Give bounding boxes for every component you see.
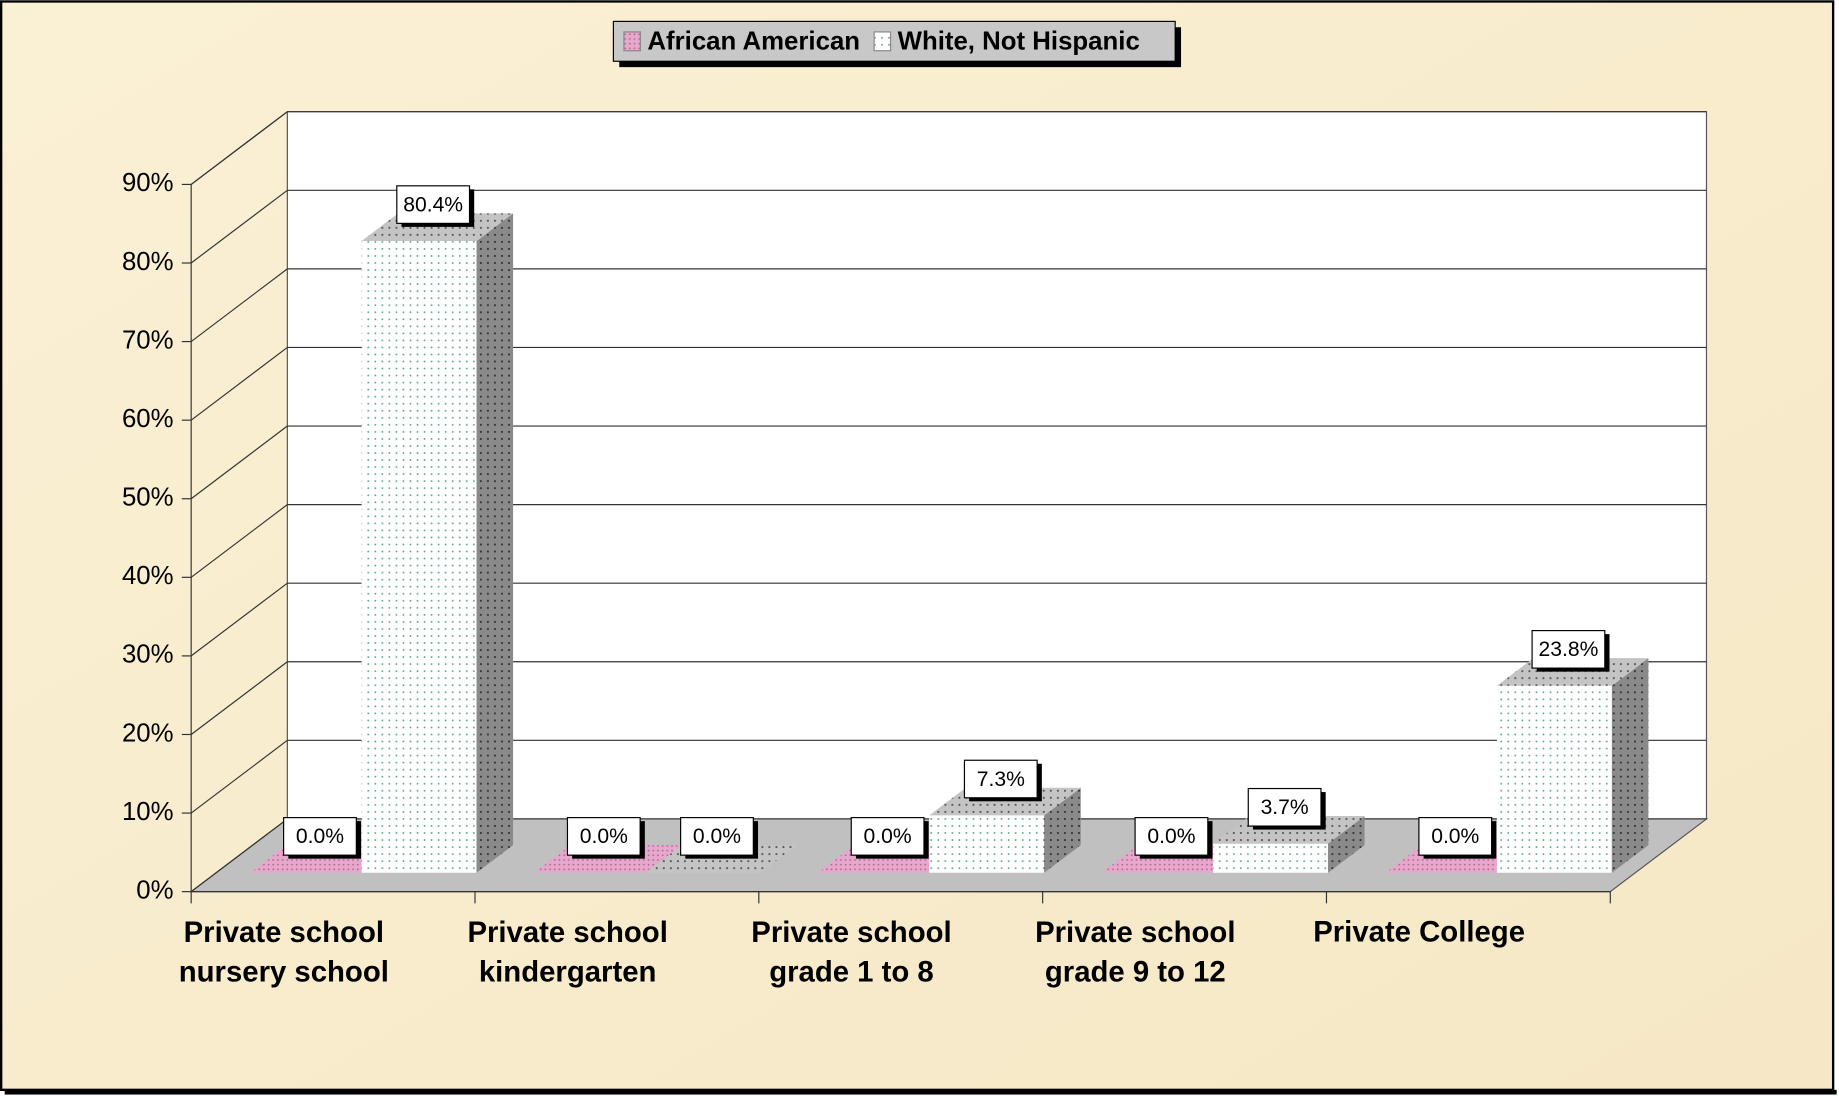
- data-label-text: 0.0%: [864, 825, 912, 848]
- data-label-text: 0.0%: [1147, 825, 1195, 848]
- x-tick-label: Private school grade 9 to 12: [1035, 916, 1235, 989]
- y-tick-label: 50%: [122, 484, 174, 512]
- data-label-box: [680, 817, 754, 856]
- y-tick-label: 70%: [122, 326, 174, 354]
- data-label-box: [1134, 817, 1209, 856]
- legend-box: [612, 20, 1176, 62]
- legend-label: African American: [647, 27, 860, 55]
- data-label-text: 80.4%: [403, 193, 463, 216]
- bar-side: [1328, 816, 1365, 873]
- y-tick-label: 10%: [122, 798, 174, 826]
- grid-line: [190, 189, 288, 264]
- data-label-box: [1531, 630, 1606, 669]
- data-label: 80.4%: [396, 185, 475, 227]
- y-tick-label: 80%: [122, 248, 174, 276]
- grid-line: [190, 111, 288, 185]
- grid-line: [190, 346, 288, 421]
- grid-line: [190, 739, 288, 814]
- bar-side: [476, 213, 514, 873]
- data-label-box: [1247, 787, 1322, 827]
- data-label: 0.0%: [566, 817, 645, 859]
- data-label-text: 0.0%: [296, 825, 344, 848]
- bar-front: [1496, 685, 1612, 873]
- bar-side: [1611, 658, 1649, 873]
- data-label-box: [396, 185, 471, 224]
- data-label: 0.0%: [1134, 817, 1213, 859]
- y-tick-label: 60%: [122, 405, 174, 433]
- data-label: 23.8%: [1531, 630, 1610, 672]
- x-tick-label: Private school nursery school: [179, 916, 389, 989]
- legend-label: White, Not Hispanic: [898, 27, 1140, 55]
- grid-line: [190, 268, 288, 343]
- data-label-text: 0.0%: [693, 825, 741, 848]
- legend-swatch: [623, 31, 641, 52]
- grid-line: [190, 504, 288, 578]
- data-label-text: 23.8%: [1539, 638, 1599, 661]
- y-tick-label: 20%: [122, 719, 174, 747]
- bar-front: [929, 815, 1045, 873]
- data-label-text: 7.3%: [977, 768, 1025, 791]
- bar-front: [361, 240, 477, 873]
- x-tick-label: Private school kindergarten: [467, 916, 667, 989]
- grid-line: [190, 425, 288, 500]
- frame-shadow: [4, 1089, 1837, 1095]
- y-tick-label: 90%: [122, 169, 174, 197]
- legend: African American White, Not Hispanic: [612, 20, 1182, 68]
- bar-side: [1044, 787, 1081, 873]
- data-label: 3.7%: [1247, 787, 1326, 830]
- data-label-text: 3.7%: [1261, 796, 1309, 819]
- data-label-text: 0.0%: [1431, 825, 1479, 848]
- data-label: 0.0%: [283, 817, 362, 859]
- data-label-box: [1418, 817, 1493, 856]
- grid-line: [190, 582, 288, 657]
- data-label-text: 0.0%: [580, 825, 628, 848]
- bar-front: [1213, 843, 1329, 873]
- y-tick-label: 30%: [122, 641, 174, 669]
- data-label-box: [850, 817, 925, 856]
- legend-swatch: [873, 31, 892, 52]
- x-tick-label: Private school grade 1 to 8: [751, 916, 951, 989]
- data-label: 0.0%: [850, 817, 929, 859]
- data-label: 7.3%: [963, 759, 1042, 802]
- data-label-box: [963, 759, 1038, 799]
- grid-line: [190, 818, 288, 893]
- data-label: 0.0%: [680, 817, 759, 859]
- x-tick-label: Private College: [1313, 916, 1525, 949]
- data-label-box: [283, 817, 357, 856]
- data-label: 0.0%: [1418, 817, 1497, 859]
- y-tick-label: 40%: [122, 562, 174, 590]
- y-tick-label: 0%: [136, 876, 173, 904]
- data-label-box: [566, 817, 641, 856]
- grid-line: [190, 661, 288, 735]
